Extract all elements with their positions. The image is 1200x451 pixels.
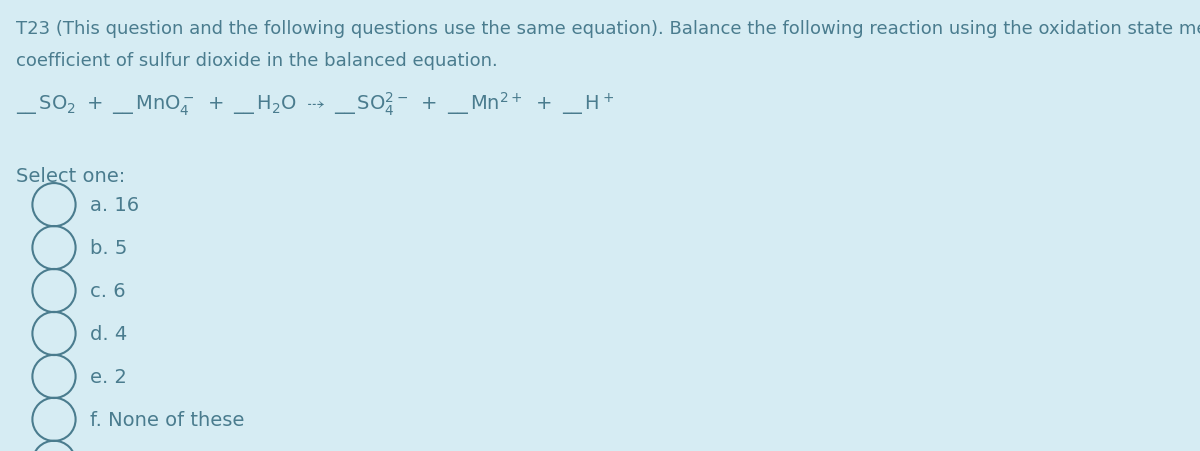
Text: c. 6: c. 6	[90, 281, 126, 300]
Text: T23 (This question and the following questions use the same equation). Balance t: T23 (This question and the following que…	[16, 20, 1200, 38]
Text: Select one:: Select one:	[16, 167, 125, 186]
Text: f. None of these: f. None of these	[90, 410, 245, 429]
Text: b. 5: b. 5	[90, 239, 127, 258]
Text: d. 4: d. 4	[90, 324, 127, 343]
Text: e. 2: e. 2	[90, 367, 127, 386]
Text: $\mathrm{\_\_ \, SO_2 \ + \ \_\_ \, MnO_4^- \ + \ \_\_ \, H_2O \ \dashrightarrow: $\mathrm{\_\_ \, SO_2 \ + \ \_\_ \, MnO_…	[16, 90, 614, 118]
Text: a. 16: a. 16	[90, 196, 139, 215]
Text: coefficient of sulfur dioxide in the balanced equation.: coefficient of sulfur dioxide in the bal…	[16, 52, 497, 70]
